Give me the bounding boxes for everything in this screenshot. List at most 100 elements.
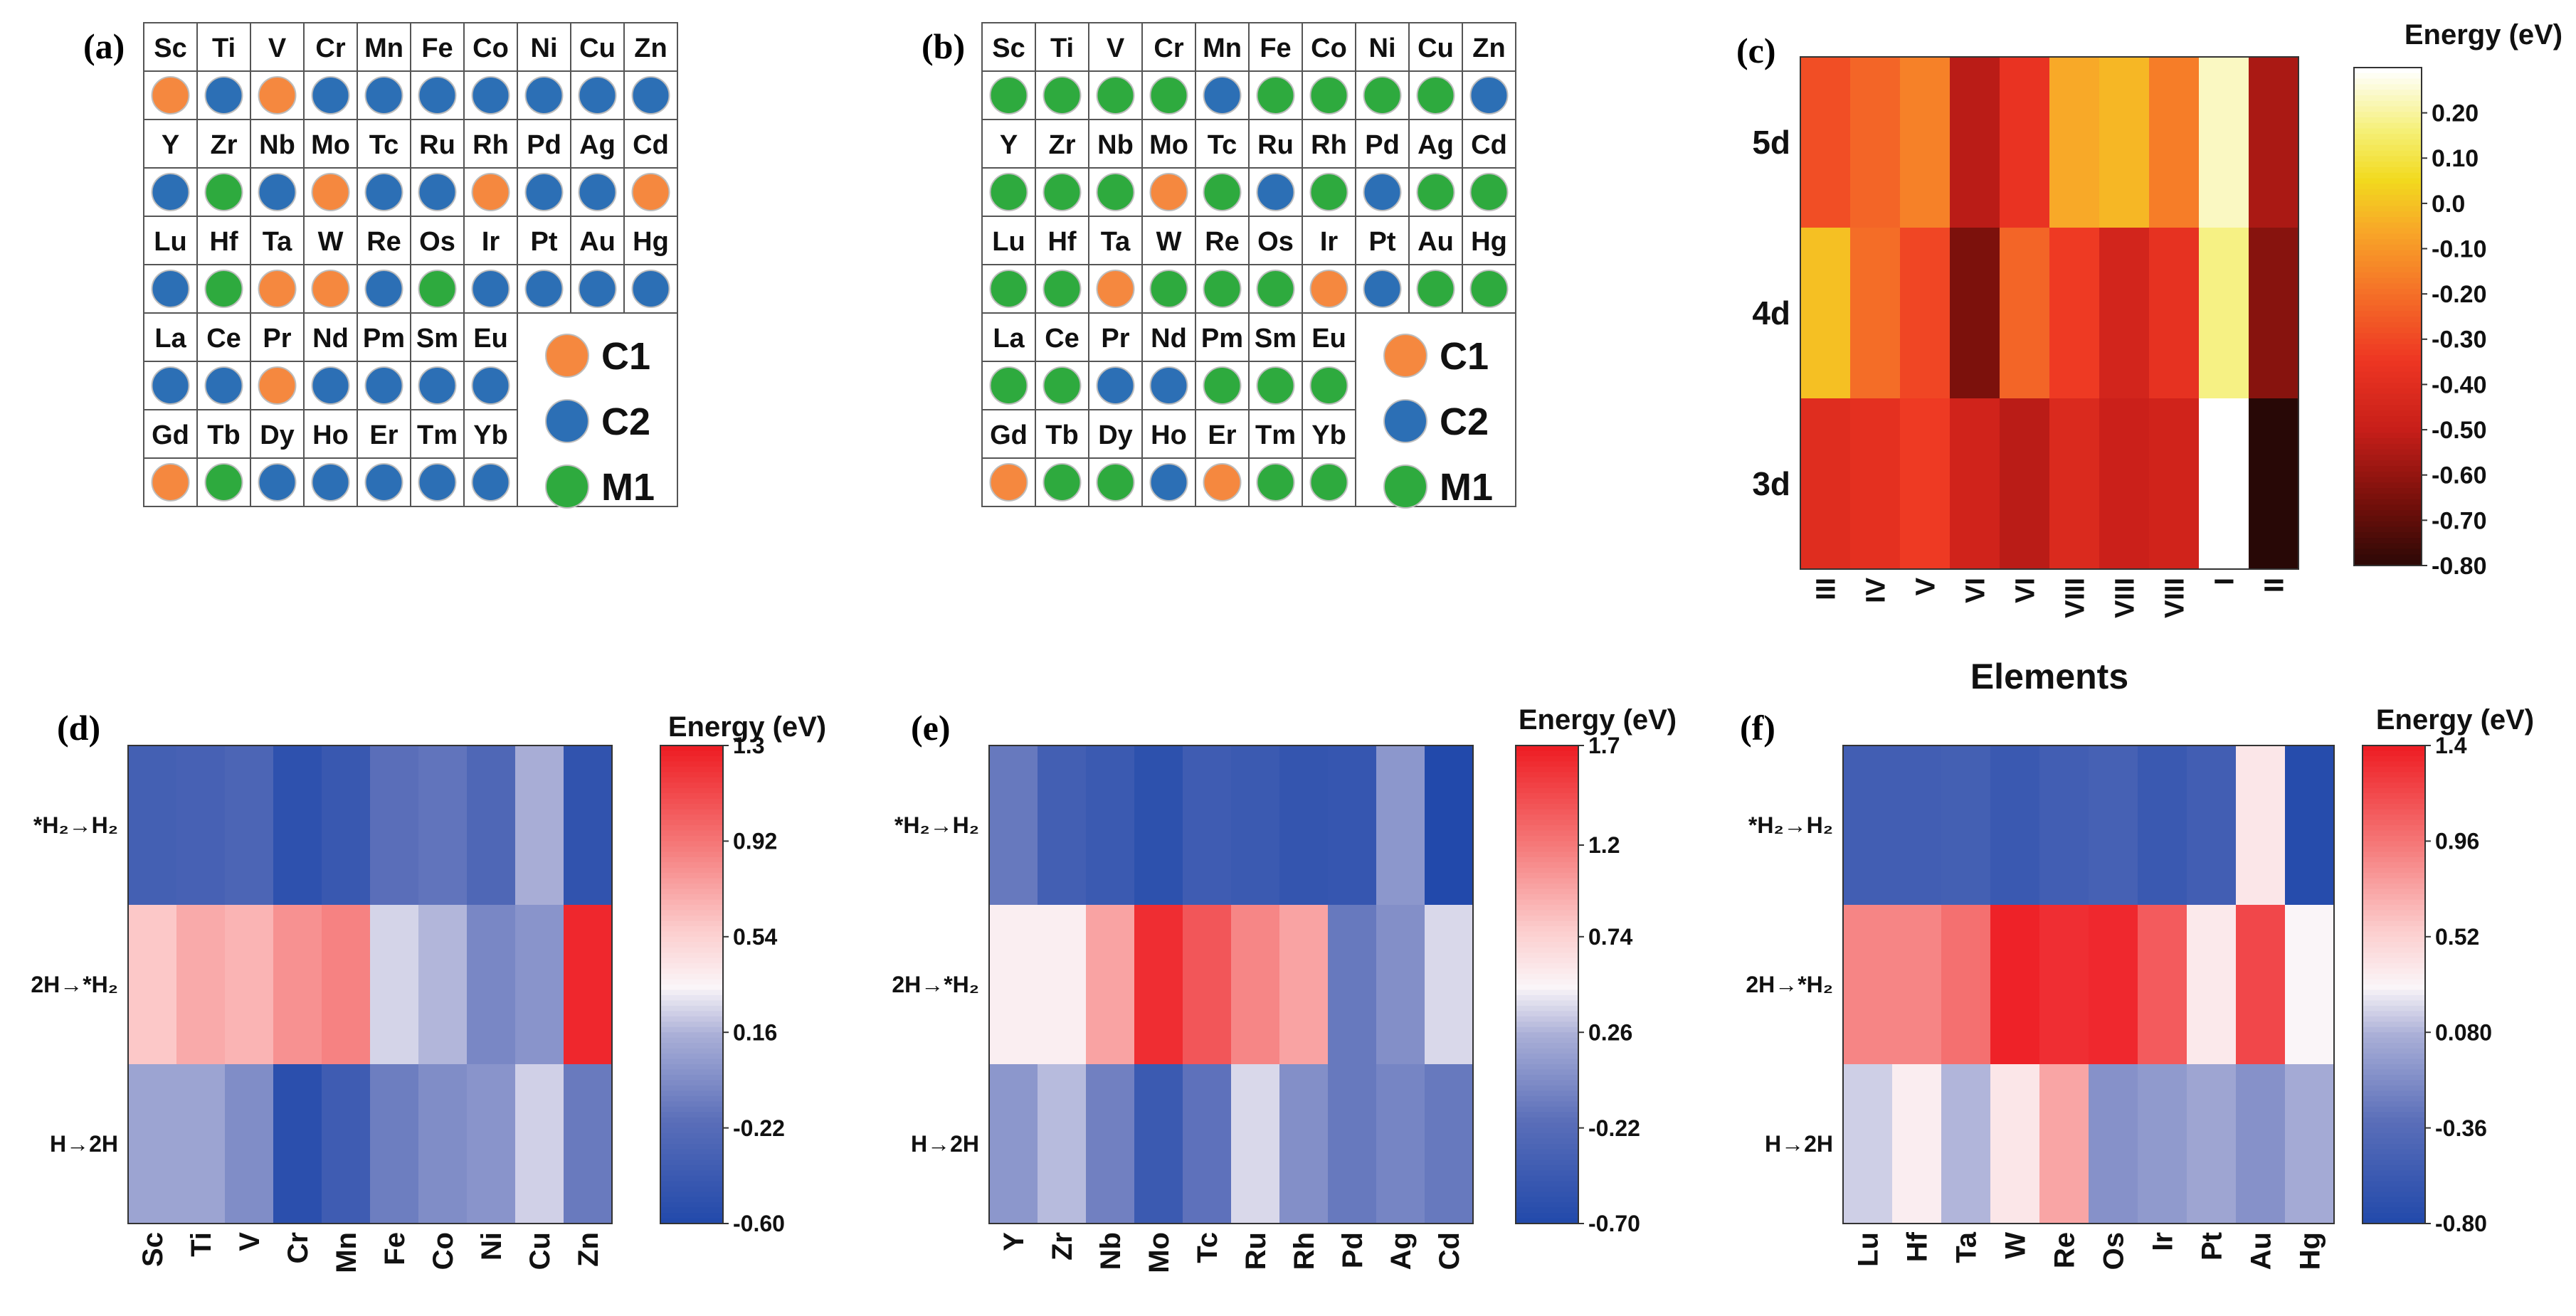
heatmap-cell [1376, 1064, 1425, 1224]
heatmap-cell [2149, 398, 2200, 570]
colorbar-frame [2353, 67, 2422, 566]
colorbar-swatch [1516, 899, 1578, 906]
colorbar-swatch [660, 1154, 723, 1161]
x-tick-label: Cd [1434, 1232, 1465, 1270]
colorbar-swatch [2363, 1101, 2425, 1108]
class-marker-c1 [311, 270, 350, 308]
colorbar-swatch [1516, 915, 1578, 922]
colorbar-swatch [2354, 311, 2422, 317]
colorbar-swatch [2354, 548, 2422, 556]
colorbar-swatch [2363, 925, 2425, 933]
panel-label: (a) [83, 26, 125, 66]
colorbar-swatch [1516, 985, 1578, 991]
heatmap-cell [2000, 57, 2050, 228]
legend-marker-c1 [545, 334, 589, 378]
legend-label: M1 [601, 466, 655, 509]
element-symbol: Lu [154, 227, 186, 257]
colorbar-swatch [1516, 1069, 1578, 1076]
colorbar-swatch [2363, 1144, 2425, 1150]
colorbar-swatch [2363, 1074, 2425, 1081]
colorbar-swatch [660, 856, 723, 864]
heatmap-cell [2199, 228, 2249, 399]
heatmap-cell [467, 745, 516, 906]
heatmap-cell [1376, 905, 1425, 1065]
legend-label: C1 [601, 335, 650, 378]
y-tick-label: *H₂→H₂ [894, 812, 979, 838]
class-marker-m1 [1042, 463, 1082, 502]
colorbar-swatch [2354, 383, 2422, 389]
colorbar-swatch [2363, 910, 2425, 916]
colorbar-swatch [660, 1123, 723, 1129]
element-symbol: Ta [263, 227, 292, 257]
heatmap-cell [322, 1064, 371, 1224]
element-symbol: Eu [1311, 324, 1346, 354]
colorbar-swatch [660, 1112, 723, 1118]
colorbar-swatch [2363, 1016, 2425, 1023]
colorbar-swatch [2354, 532, 2422, 538]
colorbar-swatch [2363, 952, 2425, 959]
heatmap-cell [128, 905, 177, 1065]
class-marker-c2 [1149, 463, 1188, 502]
heatmap-cell [1941, 1064, 1991, 1224]
heatmap-cell [1950, 398, 2000, 570]
colorbar-swatch [1516, 1091, 1578, 1097]
colorbar-swatch [1516, 777, 1578, 784]
heatmap-cell [1990, 905, 2040, 1065]
class-marker-c2 [631, 76, 670, 115]
heatmap-cell [564, 745, 613, 906]
colorbar-swatch [2354, 443, 2422, 450]
colorbar-swatch [2363, 1091, 2425, 1097]
heatmap-cell [322, 905, 371, 1065]
colorbar-swatch [1516, 761, 1578, 768]
colorbar-swatch [1516, 814, 1578, 821]
colorbar-frame [660, 745, 724, 1224]
element-symbol: Er [1208, 420, 1236, 450]
colorbar-swatch [660, 905, 723, 911]
colorbar-swatch [2354, 460, 2422, 467]
colorbar-swatch [1516, 963, 1578, 970]
colorbar-swatch [2363, 1058, 2425, 1065]
colorbar-swatch [2363, 851, 2425, 858]
colorbar-swatch [1516, 1005, 1578, 1012]
class-marker-c2 [1096, 366, 1135, 405]
element-symbol: Au [1418, 227, 1454, 257]
colorbar-swatch [2363, 1064, 2425, 1071]
x-tick-label: III [1811, 578, 1841, 600]
colorbar-tick-label: 0.20 [2432, 100, 2479, 127]
colorbar-swatch [2363, 782, 2425, 789]
class-marker-m1 [989, 76, 1028, 115]
colorbar-tick-label: 0.16 [733, 1019, 777, 1045]
colorbar-swatch [2363, 1054, 2425, 1060]
colorbar-swatch [1516, 787, 1578, 794]
colorbar-swatch [2354, 388, 2422, 395]
x-tick-label: IV [1861, 577, 1891, 603]
heatmap-cell [2049, 228, 2100, 399]
colorbar-swatch [2363, 830, 2425, 837]
element-symbol: Rh [1311, 130, 1347, 160]
colorbar-swatch [2363, 1218, 2425, 1224]
x-tick-label: V [1911, 577, 1941, 595]
element-symbol: Co [473, 33, 509, 63]
element-symbol: Ta [1101, 227, 1131, 257]
colorbar-swatch [2354, 560, 2422, 566]
heatmap-cell [1376, 745, 1425, 906]
colorbar-swatch [1516, 910, 1578, 916]
colorbar-swatch [660, 1054, 723, 1060]
class-marker-c2 [524, 270, 564, 308]
colorbar-swatch [2354, 366, 2422, 373]
colorbar-swatch [660, 920, 723, 927]
colorbar-tick-label: -0.60 [733, 1211, 785, 1236]
class-marker-c2 [578, 173, 617, 211]
colorbar-swatch [1516, 952, 1578, 959]
heatmap-cell [273, 1064, 322, 1224]
class-marker-c1 [1096, 270, 1135, 308]
element-symbol: Pm [363, 324, 405, 354]
colorbar-tick-label: 0.26 [1588, 1019, 1632, 1045]
colorbar-title: Energy (eV) [668, 711, 826, 743]
class-marker-c1 [151, 463, 190, 502]
class-marker-m1 [1416, 270, 1455, 308]
colorbar-swatch [660, 804, 723, 810]
colorbar-swatch [1516, 1011, 1578, 1017]
heatmap-cell [515, 745, 564, 906]
